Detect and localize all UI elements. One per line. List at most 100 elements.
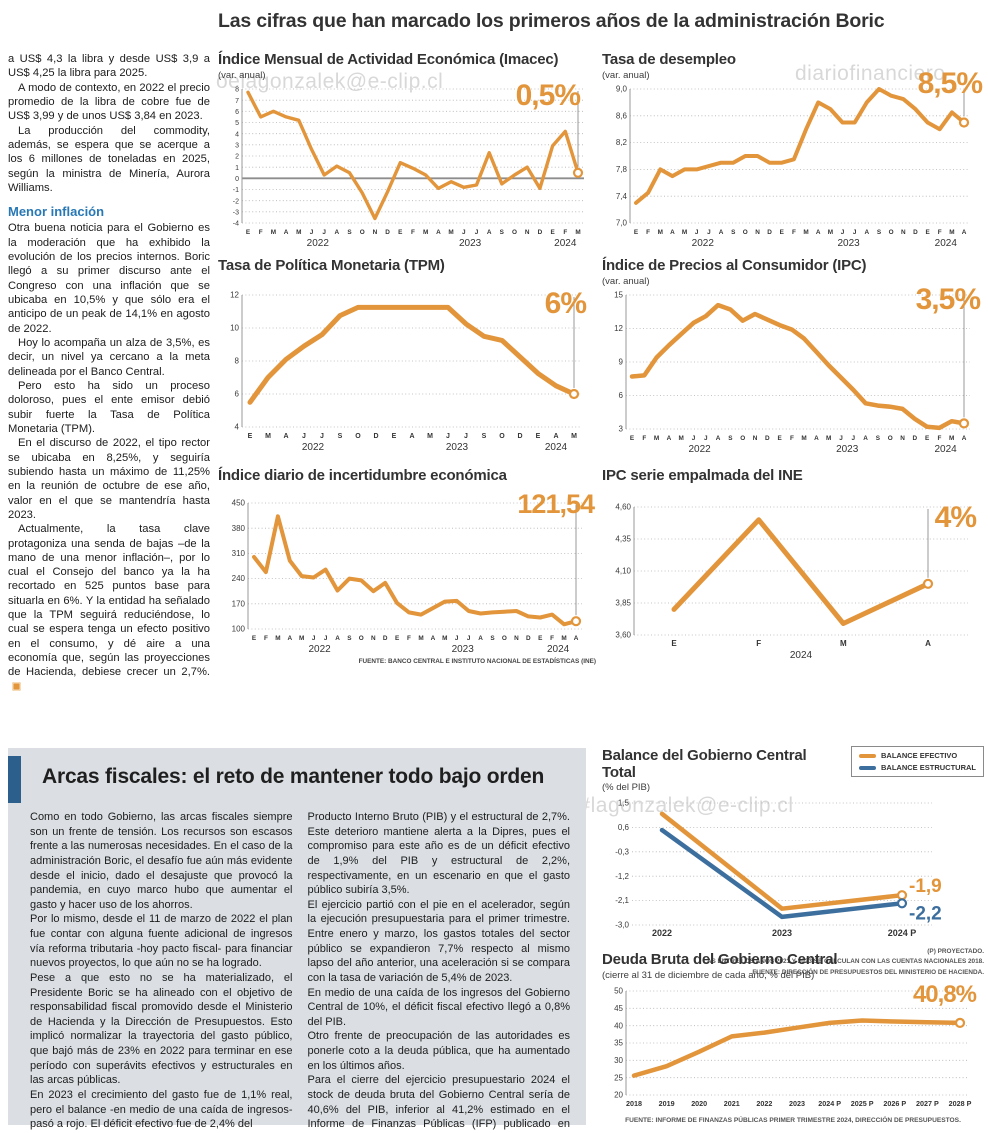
svg-text:F: F [938,229,942,236]
svg-text:170: 170 [232,599,246,608]
svg-text:2023: 2023 [452,644,475,655]
svg-text:2022: 2022 [692,238,715,249]
chart-ipc: Índice de Precios al Consumidor (IPC) (v… [602,257,984,457]
ipc-empalmada-line-chart: 4,60 4,35 4,10 3,85 3,60 E F M A 2024 [615,502,968,661]
svg-text:J: J [464,433,468,440]
svg-text:M: M [561,635,566,642]
svg-text:-1: -1 [233,187,239,194]
svg-text:2023: 2023 [837,238,860,249]
svg-text:E: E [630,435,635,442]
svg-text:A: A [487,229,492,236]
svg-text:12: 12 [230,290,239,299]
fiscal-title: Arcas fiscales: el reto de mantener todo… [42,765,545,788]
svg-text:E: E [395,635,400,642]
svg-text:J: J [695,229,699,236]
chart-subtitle: (var. anual) [218,69,266,81]
svg-text:A: A [962,435,967,442]
chart-subtitle: (% del PIB) [602,782,651,793]
fiscal-column-1: Como en todo Gobierno, las arcas fiscale… [30,810,293,1133]
svg-text:E: E [777,435,782,442]
svg-text:E: E [252,635,257,642]
chart-desempleo: Tasa de desempleo (var. anual) 9,0 8,6 8,2… [602,51,984,251]
svg-text:4: 4 [235,422,240,431]
svg-text:2026 P: 2026 P [883,1099,906,1108]
svg-text:A: A [334,229,339,236]
svg-text:O: O [359,635,364,642]
svg-text:0: 0 [235,175,239,182]
chart-source: FUENTE: BANCO CENTRAL E INSTITUTO NACION… [358,657,596,665]
svg-text:O: O [888,435,893,442]
paragraph: Actualmente, la tasa clave protagoniza u… [8,522,210,694]
svg-text:8,2: 8,2 [616,138,628,147]
svg-text:2022: 2022 [688,444,711,455]
legend-swatch-efectivo [859,753,876,758]
svg-text:-1,2: -1,2 [615,872,629,881]
svg-text:2024: 2024 [935,238,958,249]
svg-text:2025 P: 2025 P [851,1099,874,1108]
svg-text:D: D [373,433,378,440]
svg-text:O: O [512,229,517,236]
svg-text:9: 9 [619,357,624,366]
svg-text:F: F [646,229,650,236]
chart-deuda: Deuda Bruta del Gobierno Central (cierre… [602,951,984,1123]
svg-text:6: 6 [235,108,239,115]
svg-text:J: J [324,635,328,642]
svg-text:2024: 2024 [934,444,957,455]
svg-text:7,4: 7,4 [616,191,628,200]
svg-text:F: F [790,435,794,442]
svg-text:F: F [259,229,263,236]
paragraph: Para el cierre del ejercicio presupuesta… [307,1074,571,1133]
svg-text:A: A [816,229,821,236]
svg-text:J: J [839,435,843,442]
svg-text:J: J [455,635,459,642]
svg-text:M: M [801,435,806,442]
svg-text:N: N [901,229,906,236]
svg-text:S: S [338,433,343,440]
svg-text:S: S [877,229,882,236]
fiscal-section: Arcas fiscales: el reto de mantener todo… [8,748,586,1133]
footnote: (P) PROYECTADO. [927,948,984,955]
svg-text:10: 10 [230,323,239,332]
svg-text:6: 6 [619,391,624,400]
svg-text:E: E [536,433,541,440]
svg-text:-3: -3 [233,209,239,216]
chart-footnotes: (P) PROYECTADO. LAS ENTRE LOS AÑOS 2021 … [602,947,984,978]
svg-text:2024: 2024 [790,650,813,661]
svg-text:D: D [765,435,770,442]
chart-highlight-value: 3,5% [915,282,981,316]
chart-highlight-value: 121,54 [517,488,595,519]
svg-text:25: 25 [614,1073,623,1082]
svg-text:M: M [418,635,423,642]
svg-text:F: F [642,435,646,442]
paragraph: Por lo mismo, desde el 11 de marzo de 20… [30,913,293,970]
paragraph: El ejercicio partió con el pie en el ace… [307,898,571,984]
paragraph: Como en todo Gobierno, las arcas fiscale… [30,811,293,911]
svg-text:O: O [889,229,894,236]
svg-text:A: A [962,229,967,236]
svg-text:30: 30 [614,1055,623,1064]
svg-text:S: S [490,635,495,642]
svg-text:M: M [679,435,684,442]
svg-text:3,60: 3,60 [615,630,631,639]
legend-item-efectivo: BALANCE EFECTIVO [859,751,976,760]
article-end-icon [12,681,21,691]
chart-highlight-value: 4% [934,500,977,534]
paragraph: Otra buena noticia para el Gobierno es l… [8,222,210,335]
inflation-subhead: Menor inflación [8,204,105,220]
svg-text:4: 4 [235,131,239,138]
chart-subtitle: (cierre al 31 de diciembre de cada año, … [602,969,815,981]
svg-text:J: J [475,229,479,236]
chart-title: Índice diario de incertidumbre económica [218,467,507,484]
svg-text:3: 3 [235,142,239,149]
svg-text:A: A [667,435,672,442]
svg-text:A: A [436,229,441,236]
svg-text:2: 2 [235,153,239,160]
svg-text:2024 P: 2024 P [888,928,917,938]
paragraph: Pero esto ha sido un proceso doloroso, p… [8,379,210,435]
chart-title: Tasa de Política Monetaria (TPM) [218,257,445,274]
svg-text:M: M [299,635,304,642]
svg-text:N: N [900,435,905,442]
